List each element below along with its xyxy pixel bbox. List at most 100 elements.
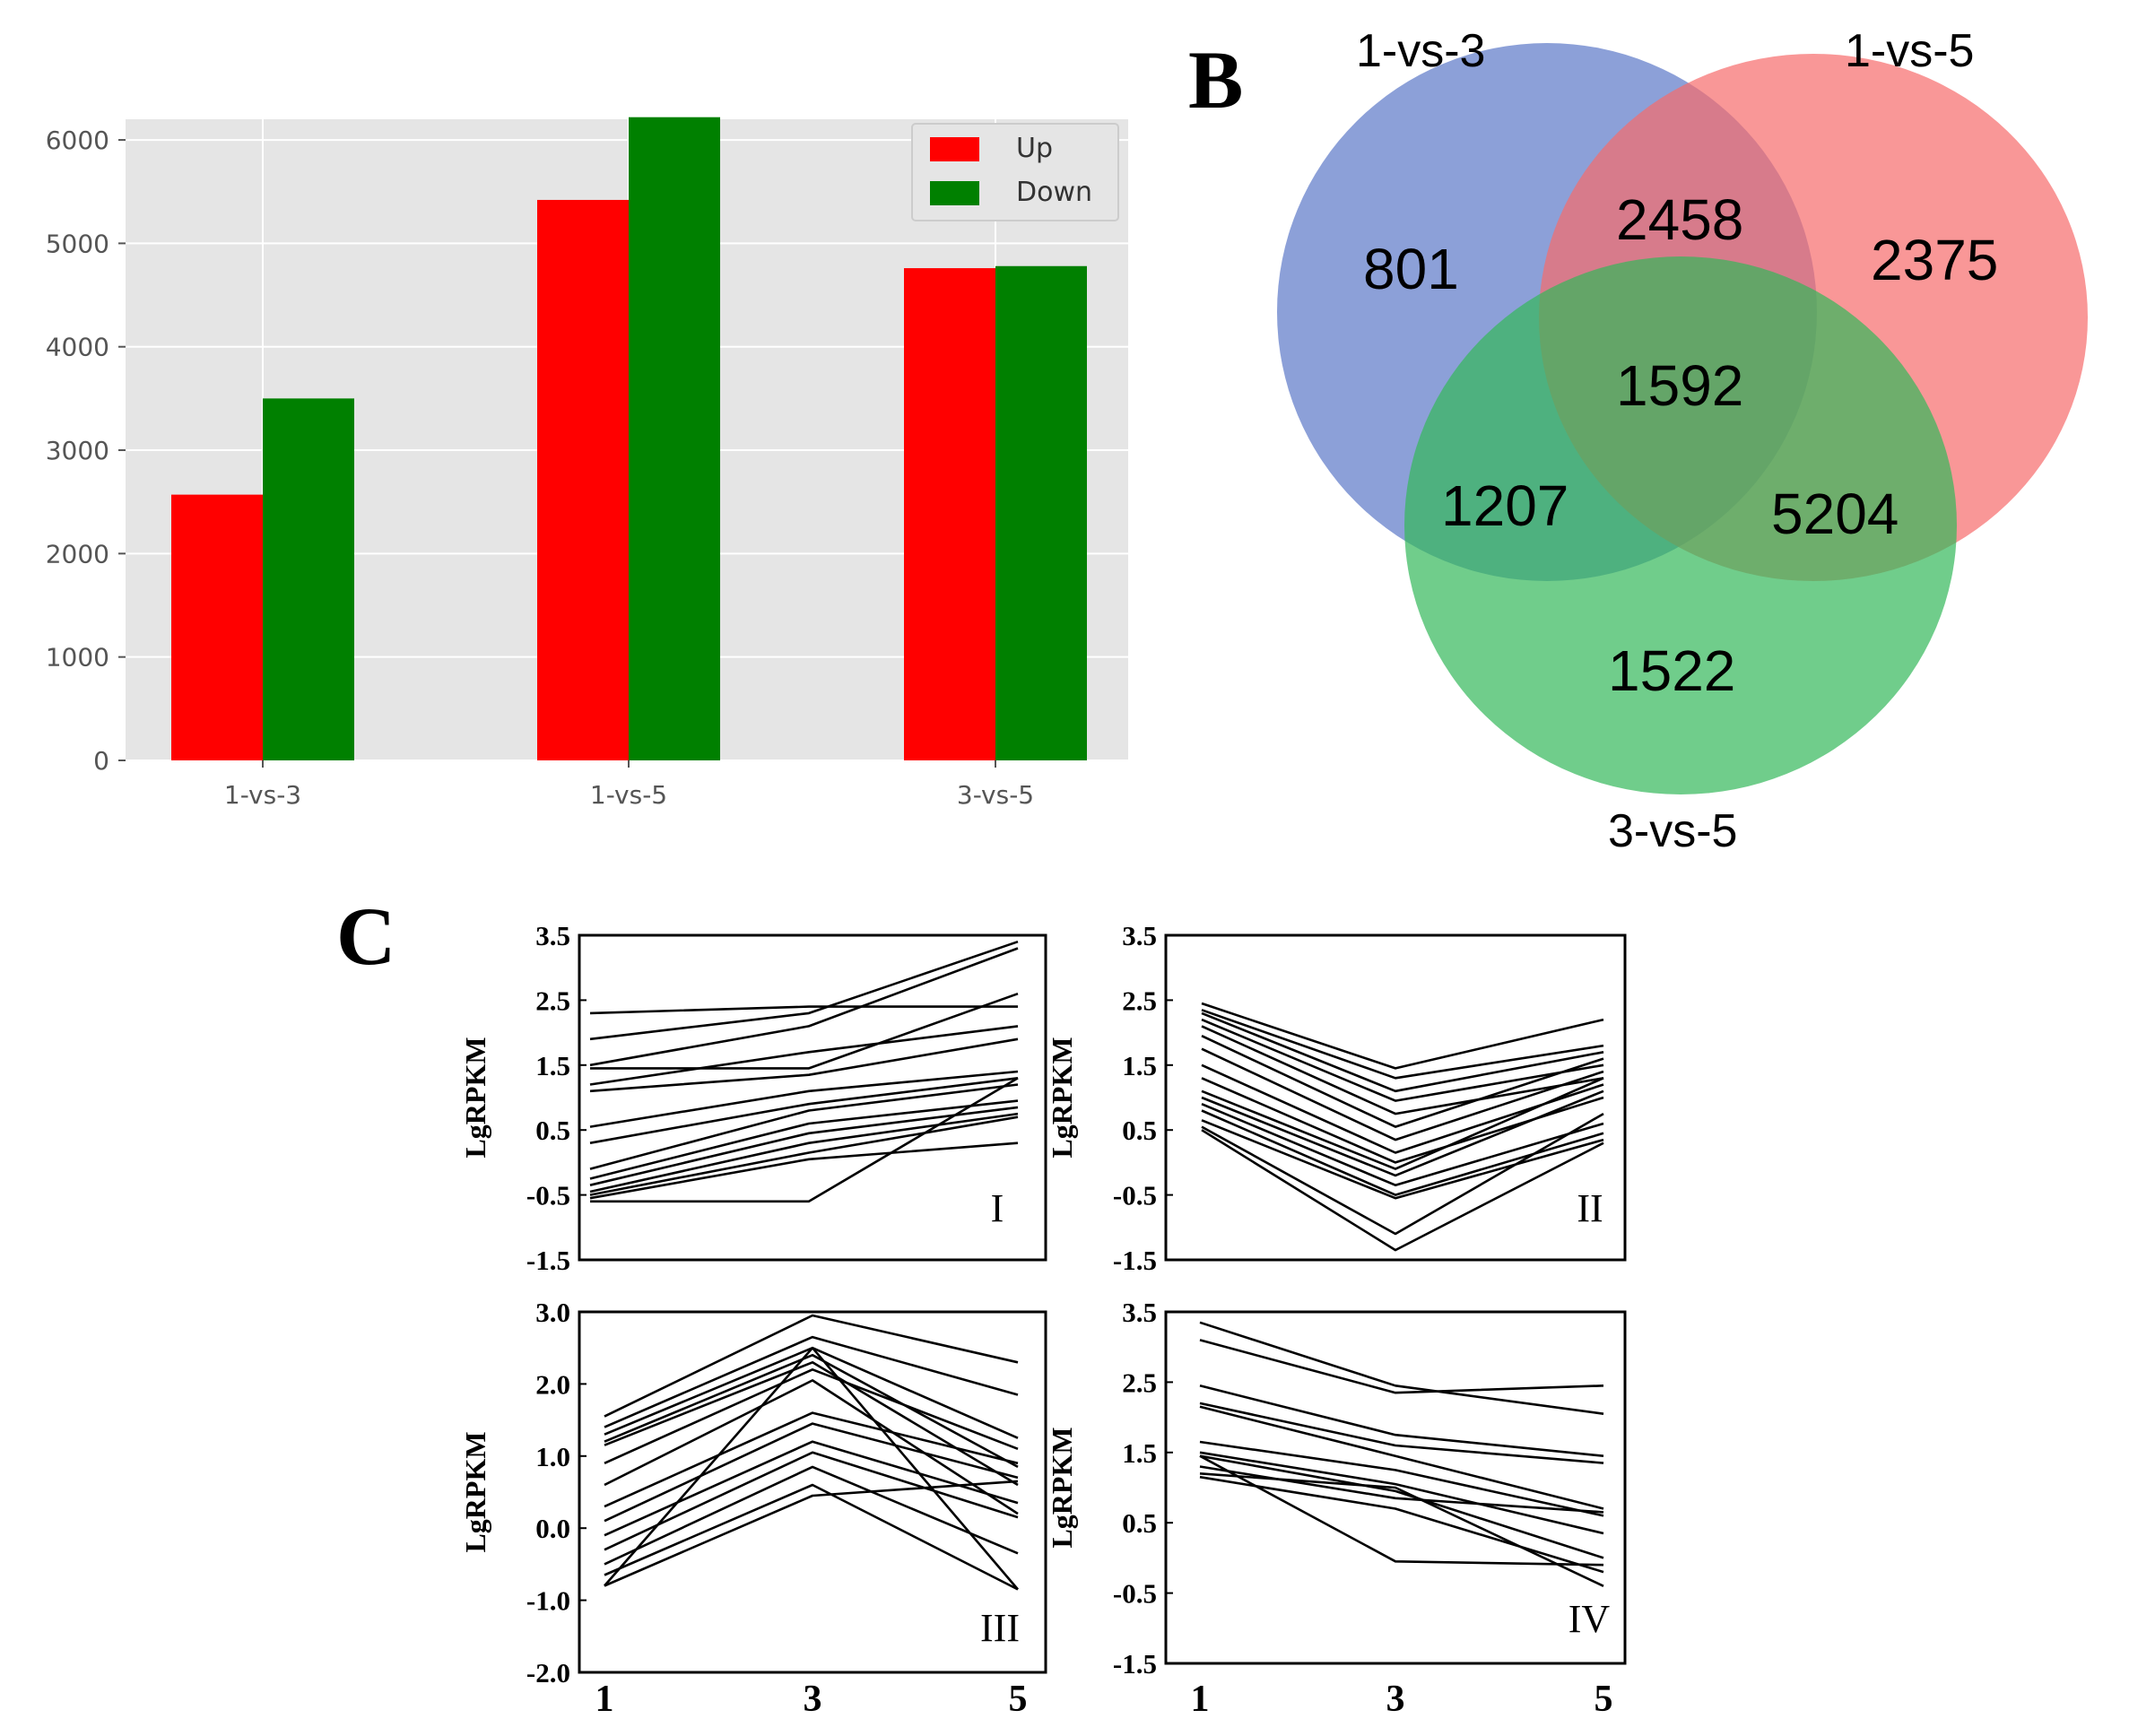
series-line <box>1201 1009 1604 1080</box>
bar-chart-panel-a: 0 1000 2000 3000 4000 5000 6000 1-vs-3 1-vs-5 3-… <box>46 117 1128 810</box>
series-line <box>589 947 1019 1067</box>
venn-set-label-1-vs-3: 1-vs-3 <box>1356 25 1485 77</box>
series-line <box>1201 1018 1604 1102</box>
y-tick-label: -0.5 <box>1113 1180 1157 1211</box>
y-tick-label: 0.5 <box>535 1115 570 1146</box>
y-tick-label: 3.5 <box>535 920 570 951</box>
y-tick-label: 0.0 <box>535 1513 570 1544</box>
y-tick-label: -0.5 <box>526 1180 570 1211</box>
panel-c-label: C <box>336 890 395 982</box>
y-tick-label: 1000 <box>46 643 109 673</box>
y-axis-label: LgRPKM <box>459 1037 491 1158</box>
series-line <box>590 992 1019 1070</box>
series-line <box>1201 1129 1604 1252</box>
y-tick-label: 1.5 <box>535 1050 570 1081</box>
subplot-frame <box>578 1310 1047 1674</box>
bar-down-1-vs-3 <box>263 398 354 760</box>
legend-label-up: Up <box>1016 133 1053 164</box>
series-line <box>1201 1002 1604 1070</box>
series-line <box>1199 1402 1604 1464</box>
series-line <box>604 1314 1019 1418</box>
subplot-iii: 3.0 2.0 1.0 0.0 -1.0 -2.0 LgRPKM III 1 3 5 <box>459 1297 1047 1720</box>
series-line <box>1199 1339 1604 1394</box>
series-line <box>604 1440 1019 1537</box>
venn-region-1-vs-5-and-3-vs-5: 5204 <box>1771 482 1899 546</box>
line-charts-panel-c: C 3.5 2.5 1.5 0.5 -0.5 -1.5 LgRPKM I 3.5 2.5 1.5 0… <box>336 890 1627 1720</box>
venn-set-label-3-vs-5: 3-vs-5 <box>1608 805 1737 857</box>
series-line <box>589 1112 1019 1194</box>
series-line <box>604 1480 1019 1587</box>
bar-down-3-vs-5 <box>995 265 1087 760</box>
y-tick-label: -1.5 <box>526 1245 570 1276</box>
y-tick-label: 3000 <box>46 436 109 465</box>
series-line <box>1199 1440 1604 1517</box>
series-line <box>589 1005 1018 1015</box>
series-line <box>589 1077 1019 1144</box>
series-line <box>589 1083 1019 1170</box>
series-line <box>589 1099 1019 1180</box>
series-line <box>1199 1384 1604 1457</box>
y-tick-label: 3.0 <box>535 1297 570 1328</box>
series-line <box>589 1141 1019 1200</box>
subplot-label: III <box>980 1606 1020 1650</box>
series-line <box>1199 1451 1604 1535</box>
legend-swatch-up <box>930 137 979 161</box>
y-tick-label: 1.0 <box>535 1441 570 1472</box>
bar-up-1-vs-5 <box>537 199 629 761</box>
series-line <box>589 1037 1019 1093</box>
venn-region-1-vs-3-and-3-vs-5: 1207 <box>1441 473 1569 538</box>
y-tick-label: 5000 <box>46 229 109 258</box>
venn-diagram-panel-b: B 1-vs-3 1-vs-5 3-vs-5 801 2458 2375 159… <box>1188 25 2088 857</box>
venn-set-label-1-vs-5: 1-vs-5 <box>1845 25 1974 77</box>
y-tick-label: 3.5 <box>1122 1297 1157 1328</box>
subplot-frame <box>1164 1310 1627 1665</box>
series-line <box>590 1077 1019 1203</box>
y-axis-label: LgRPKM <box>459 1431 491 1552</box>
y-tick-label: 1.5 <box>1122 1437 1157 1469</box>
series-line <box>1199 1454 1604 1559</box>
x-tick-label: 3 <box>804 1679 822 1720</box>
subplot-ii: 3.5 2.5 1.5 0.5 -0.5 -1.5 LgRPKM II <box>1046 920 1627 1276</box>
venn-region-1-vs-3-and-1-vs-5: 2458 <box>1616 187 1743 252</box>
bar-down-1-vs-5 <box>629 117 720 760</box>
series-line <box>1199 1405 1604 1510</box>
series-line <box>1199 1472 1604 1587</box>
series-line <box>604 1465 1019 1566</box>
series-line <box>1199 1454 1604 1567</box>
subplot-frame <box>1164 933 1627 1262</box>
y-tick-label: 0.5 <box>1122 1115 1157 1146</box>
series-line <box>589 940 1019 1041</box>
x-tick-label: 5 <box>1009 1679 1028 1720</box>
x-tick-label: 5 <box>1595 1679 1613 1720</box>
x-tick-label: 1 <box>595 1679 614 1720</box>
series-line <box>1201 1112 1604 1236</box>
series-line <box>589 1115 1019 1196</box>
legend: Up Down <box>911 123 1119 221</box>
x-tick-label: 3-vs-5 <box>957 780 1034 810</box>
legend-swatch-down <box>930 181 979 205</box>
venn-region-only-3-vs-5: 1522 <box>1608 638 1735 703</box>
series-line <box>1199 1475 1604 1574</box>
y-tick-label: 4000 <box>46 333 109 362</box>
y-tick-label: 6000 <box>46 126 109 155</box>
series-line <box>604 1346 1019 1591</box>
y-axis-label: LgRPKM <box>1046 1427 1078 1548</box>
series-line <box>604 1335 1019 1428</box>
x-tick-label: 1 <box>1191 1679 1210 1720</box>
series-line <box>604 1411 1019 1508</box>
bar-up-1-vs-3 <box>171 494 263 760</box>
venn-circle-3-vs-5 <box>1404 256 1957 794</box>
series-line <box>1201 1035 1604 1128</box>
y-tick-label: -1.5 <box>1113 1245 1157 1276</box>
legend-label-down: Down <box>1016 177 1092 208</box>
y-tick-label: 0.5 <box>1122 1507 1157 1539</box>
subplot-frame <box>578 933 1047 1262</box>
subplot-label: IV <box>1569 1597 1611 1641</box>
series-line <box>604 1451 1019 1551</box>
y-tick-label: 2.0 <box>535 1368 570 1400</box>
x-axis-ticks: 1-vs-3 1-vs-5 3-vs-5 <box>224 760 1034 810</box>
x-tick-label: 1-vs-3 <box>224 780 301 810</box>
y-axis-ticks: 0 1000 2000 3000 4000 5000 6000 <box>46 126 126 776</box>
bars <box>171 117 1087 761</box>
subplot-label: I <box>991 1186 1004 1230</box>
